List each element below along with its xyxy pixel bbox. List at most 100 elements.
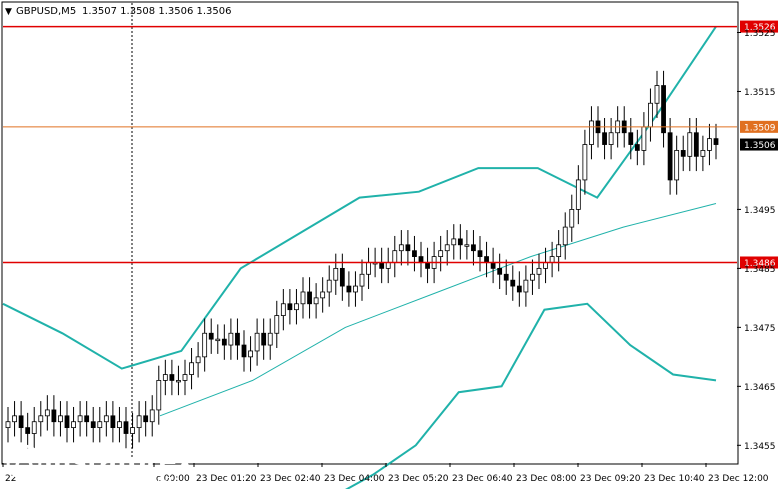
candle-body xyxy=(438,250,444,257)
price-level-tag xyxy=(740,256,778,269)
candle-body xyxy=(195,356,201,364)
candle-body xyxy=(457,238,463,246)
candle-body xyxy=(110,415,116,429)
candle-body xyxy=(117,421,122,429)
candle-body xyxy=(608,132,614,145)
candle-body xyxy=(90,421,96,429)
candle-body xyxy=(248,350,253,358)
moving-average xyxy=(159,203,717,417)
candle-body xyxy=(425,262,430,269)
candle-body xyxy=(333,267,339,281)
price-level-tag xyxy=(740,138,778,151)
horizontal-levels: 1.3526 1.3509 1.3506 1.3486 xyxy=(3,20,778,269)
candle-body xyxy=(661,85,666,134)
candle-body xyxy=(667,132,673,181)
x-tick-label: 23 Dec 05:20 xyxy=(388,474,449,484)
price-level-tag xyxy=(740,120,778,133)
candle-body xyxy=(693,132,699,157)
candle-body xyxy=(307,291,312,305)
candle-body xyxy=(123,421,129,434)
candle-body xyxy=(208,332,214,340)
candle-body xyxy=(235,332,240,346)
candle-body xyxy=(510,279,516,287)
candle-body xyxy=(634,144,640,151)
candle-body xyxy=(326,279,332,293)
candle-body xyxy=(254,332,260,352)
x-axis: 22 c 00:00 23 Dec 01:20 23 Dec 02:40 23 Dec … xyxy=(2,463,769,484)
candle-body xyxy=(346,285,352,293)
candle-body xyxy=(549,256,555,263)
candle-body xyxy=(64,415,70,429)
x-tick-label: 23 Dec 04:00 xyxy=(324,474,385,484)
candle-body xyxy=(274,315,280,334)
candle-body xyxy=(31,421,37,434)
candle-body xyxy=(543,262,548,269)
x-tick-label: 23 Dec 12:00 xyxy=(708,474,769,484)
candle-body xyxy=(241,344,247,358)
candle-body xyxy=(182,374,188,381)
candle-body xyxy=(162,374,168,381)
candle-body xyxy=(353,285,358,293)
candle-body xyxy=(687,132,693,157)
candle-body xyxy=(359,273,365,287)
bollinger-bands xyxy=(2,26,717,493)
candle-body xyxy=(530,273,535,281)
y-axis: 1.3525 1.3515 1.3495 1.3485 1.3475 1.3465 1.34… xyxy=(737,29,776,452)
bollinger-upper-line xyxy=(2,26,717,370)
candle-body xyxy=(516,285,522,293)
candle-body xyxy=(71,421,76,429)
candle-body xyxy=(267,332,273,346)
candle-body xyxy=(503,273,509,281)
candle-body xyxy=(280,303,286,316)
candle-body xyxy=(300,291,306,305)
x-tick-label: 23 Dec 02:40 xyxy=(260,474,321,484)
price-level-tag-text: 1.3526 xyxy=(744,23,776,33)
candle-body xyxy=(58,415,63,423)
candle-body xyxy=(471,244,476,252)
candle-body xyxy=(339,267,345,287)
candle-body xyxy=(398,244,404,252)
candle-body xyxy=(261,332,267,346)
candle-body xyxy=(385,262,391,269)
x-tick-label: 23 Dec 01:20 xyxy=(196,474,257,484)
candle-body xyxy=(103,415,109,423)
candle-body xyxy=(444,244,450,252)
candle-body xyxy=(51,409,57,423)
candle-body xyxy=(366,262,371,275)
candle-body xyxy=(176,380,181,383)
candle-body xyxy=(44,409,50,417)
candle-body xyxy=(641,126,647,151)
candle-body xyxy=(12,415,17,423)
candle-body xyxy=(536,267,542,275)
candle-body xyxy=(25,427,31,434)
y-tick-label: 1.3465 xyxy=(744,383,776,393)
x-tick-label: 23 Dec 08:00 xyxy=(516,474,577,484)
candle-body xyxy=(477,250,483,257)
candle-body xyxy=(628,132,634,145)
candle-body xyxy=(418,256,424,263)
ma-line xyxy=(159,203,717,417)
candle-body xyxy=(169,374,175,381)
candle-body xyxy=(451,238,457,246)
candle-body xyxy=(149,409,155,423)
candle-body xyxy=(412,250,417,257)
candle-body xyxy=(582,144,588,181)
candle-body xyxy=(700,150,706,157)
candle-body xyxy=(589,120,594,145)
candle-body xyxy=(707,138,712,151)
candle-body xyxy=(287,303,293,311)
dropdown-arrow-icon[interactable]: ▼ xyxy=(5,7,12,17)
candle-body xyxy=(202,332,208,358)
ohlc-readout: 1.3507 1.3508 1.3506 1.3506 xyxy=(82,6,232,17)
logo-emblem-icon xyxy=(6,444,42,480)
candle-body xyxy=(674,150,680,181)
candle-body xyxy=(713,138,719,145)
logo-tagline-text: Instant Forex Trading xyxy=(46,473,172,487)
candle-body xyxy=(294,303,299,311)
candle-body xyxy=(405,244,411,252)
candle-body xyxy=(136,415,142,429)
bollinger-lower-line xyxy=(337,302,717,493)
candle-body xyxy=(189,362,194,375)
